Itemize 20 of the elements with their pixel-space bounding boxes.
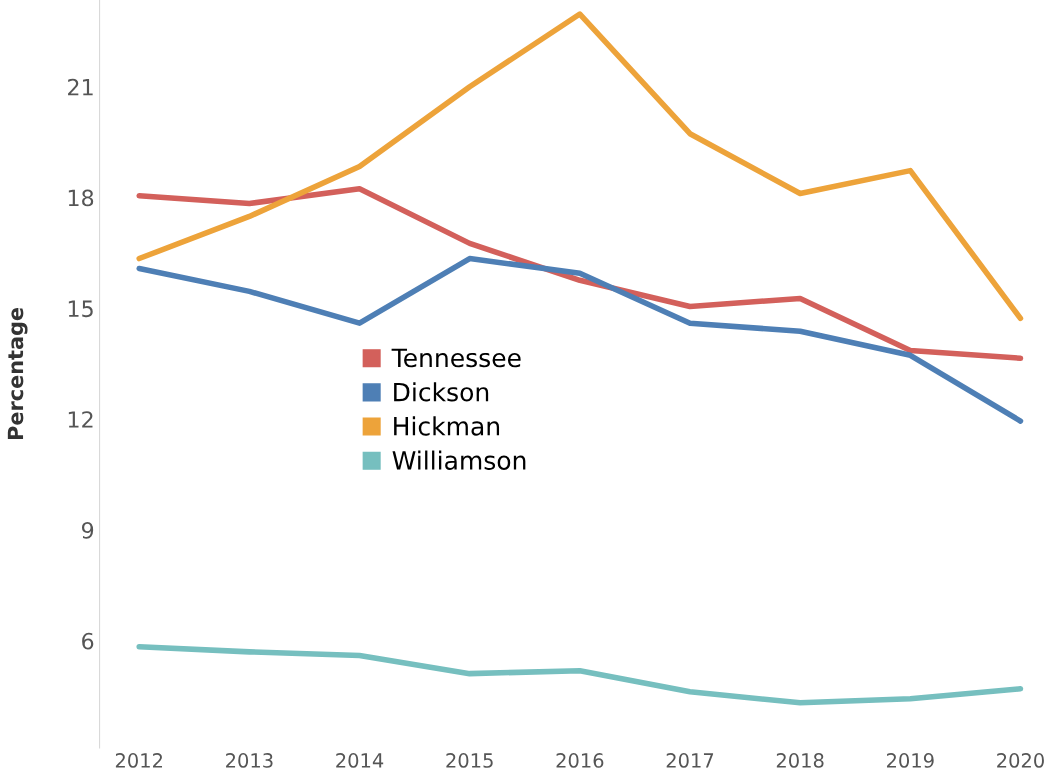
x-tick-label: 2020 bbox=[997, 753, 1044, 768]
y-tick-label: 9 bbox=[81, 521, 94, 539]
legend-label: Williamson bbox=[392, 450, 526, 470]
legend-label: Dickson bbox=[394, 382, 489, 402]
legend-label: Hickman bbox=[394, 416, 500, 436]
y-tick-label: 12 bbox=[68, 411, 93, 428]
x-tick-label: 2016 bbox=[556, 753, 604, 768]
y-tick-label: 18 bbox=[68, 189, 94, 207]
x-tick-label: 2013 bbox=[226, 753, 273, 768]
y-axis-title: Percentage bbox=[7, 307, 28, 440]
x-tick-label: 2018 bbox=[776, 753, 824, 768]
x-tick-label: 2017 bbox=[666, 753, 714, 768]
x-tick-label: 2012 bbox=[115, 753, 163, 768]
y-tick-label: 6 bbox=[82, 632, 94, 650]
y-tick-label: 15 bbox=[68, 300, 93, 318]
x-tick-label: 2019 bbox=[886, 753, 934, 768]
x-tick-label: 2015 bbox=[446, 753, 493, 768]
y-tick-label: 21 bbox=[68, 78, 93, 96]
x-tick-label: 2014 bbox=[336, 753, 384, 768]
legend-label: Tennessee bbox=[391, 348, 521, 368]
